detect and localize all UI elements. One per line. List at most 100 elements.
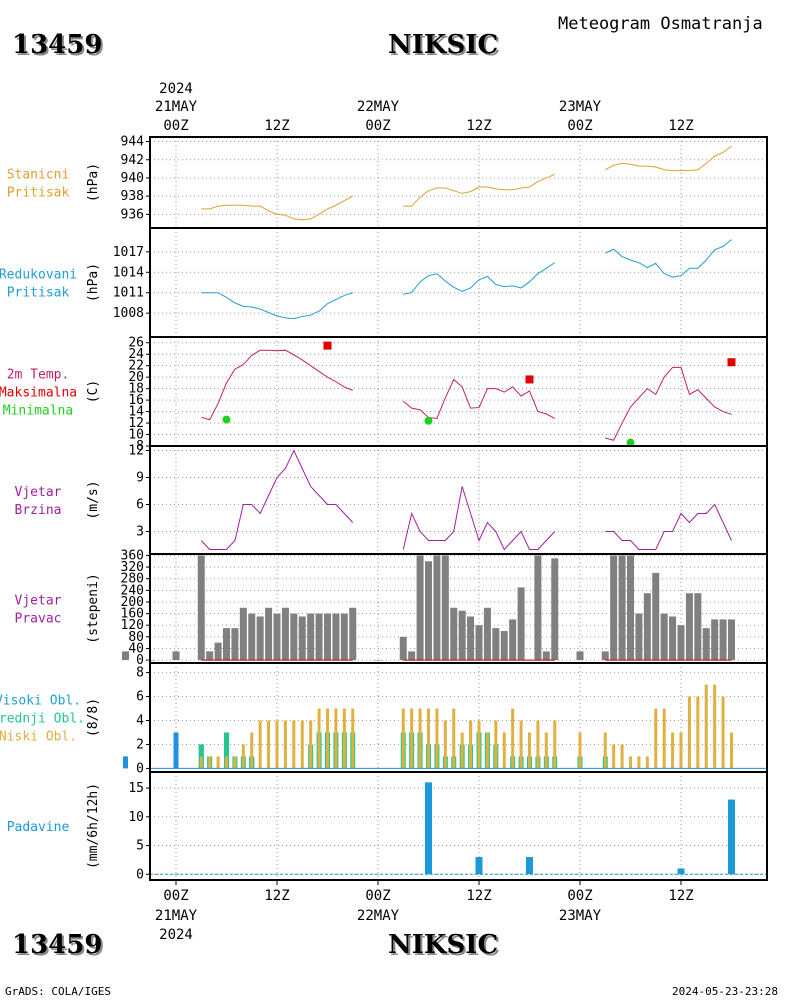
low-cloud-bar — [225, 756, 228, 769]
panel-label: Vjetar — [15, 485, 62, 500]
low-cloud-bar — [199, 756, 203, 769]
series-line — [605, 366, 732, 441]
panel-frame — [149, 336, 768, 447]
low-cloud-bar — [469, 720, 473, 769]
low-cloud-bar — [443, 720, 447, 769]
y-tick-label: 938 — [121, 189, 144, 204]
series-line — [605, 145, 732, 172]
wind-dir-bar — [298, 616, 306, 661]
panel-label: Redukovani — [0, 268, 77, 283]
wind-dir-bar — [281, 607, 289, 661]
low-cloud-bar — [645, 756, 649, 769]
precip-bar — [526, 857, 533, 875]
wind-dir-bar — [307, 613, 315, 661]
low-cloud-bar — [620, 744, 624, 769]
panel-label: Brzina — [15, 503, 62, 518]
mid-cloud-bar — [224, 732, 229, 769]
y-tick-label: 360 — [121, 548, 144, 563]
low-cloud-bar — [401, 708, 405, 769]
y-tick-label: 8 — [136, 666, 144, 681]
footer-credit: GrADS: COLA/IGES — [5, 985, 111, 998]
precip-bar — [677, 868, 685, 875]
wind-dir-bar — [576, 651, 584, 661]
y-tick-label: 14 — [128, 405, 144, 420]
wind-dir-bar — [467, 616, 475, 661]
wind-dir-bar — [349, 607, 357, 661]
low-cloud-bar — [519, 720, 523, 769]
wind-dir-bar — [315, 613, 323, 661]
low-cloud-bar — [208, 756, 212, 769]
wind-dir-bar — [256, 616, 264, 661]
y-tick-label: 936 — [121, 207, 144, 222]
top-hour-label: 00Z — [365, 118, 390, 134]
low-cloud-bar — [292, 720, 296, 769]
panel-unit: (C) — [86, 380, 101, 403]
low-cloud-bar — [578, 732, 582, 769]
wind-dir-bar — [652, 572, 660, 661]
series-line — [605, 503, 732, 550]
low-cloud-bar — [275, 720, 279, 769]
tmin-marker — [626, 438, 635, 447]
tmax-marker — [323, 341, 332, 350]
wind-dir-bar — [340, 613, 348, 661]
panel-label: Visoki Obl. — [0, 694, 81, 709]
low-cloud-bar — [612, 744, 616, 769]
panel-frame — [149, 445, 768, 555]
low-cloud-bar — [687, 696, 691, 769]
wind-dir-bar — [509, 619, 517, 661]
bottom-hour-label: 00Z — [163, 888, 188, 904]
bottom-date-label: 22MAY — [357, 908, 400, 924]
y-tick-label: 10 — [128, 428, 144, 443]
top-hour-label: 12Z — [264, 118, 289, 134]
series-line — [403, 262, 556, 295]
wind-dir-bar — [290, 613, 298, 661]
y-tick-label: 940 — [121, 171, 144, 186]
bottom-hour-label: 00Z — [365, 888, 390, 904]
y-tick-label: 120 — [121, 618, 144, 633]
wind-dir-bar — [643, 593, 651, 661]
y-tick-label: 16 — [128, 393, 144, 408]
wind-dir-bar — [433, 555, 441, 661]
top-hour-label: 12Z — [466, 118, 491, 134]
wind-dir-bar — [416, 555, 424, 661]
series-line — [403, 173, 555, 207]
y-tick-label: 942 — [121, 153, 144, 168]
station-id-bottom: 13459 — [12, 930, 103, 960]
wind-dir-bar — [214, 642, 222, 661]
top-hour-label: 00Z — [163, 118, 188, 134]
y-tick-label: 2 — [136, 737, 144, 752]
wind-dir-bar — [332, 613, 340, 661]
panel-label: Niski Obl. — [0, 730, 77, 745]
wind-dir-bar — [669, 616, 677, 661]
wind-dir-bar — [694, 593, 702, 661]
panel-unit: (stepeni) — [86, 573, 101, 643]
low-cloud-bar — [435, 708, 439, 769]
low-cloud-bar — [544, 732, 548, 769]
y-tick-label: 12 — [128, 444, 144, 459]
low-cloud-bar — [418, 708, 422, 769]
wind-dir-bar — [248, 613, 256, 661]
bottom-hour-label: 00Z — [567, 888, 592, 904]
low-cloud-bar — [662, 708, 666, 769]
y-tick-label: 240 — [121, 583, 144, 598]
wind-dir-bar — [483, 607, 491, 661]
panel-label: Pravac — [15, 612, 62, 627]
low-cloud-bar — [603, 732, 607, 769]
y-tick-label: 4 — [136, 713, 144, 728]
wind-dir-bar — [458, 610, 466, 661]
station-name-bottom: NIKSIC — [388, 930, 499, 960]
wind-dir-bar — [627, 555, 634, 661]
low-cloud-bar — [427, 708, 430, 769]
station-name-top: NIKSIC — [388, 30, 499, 60]
wind-dir-bar — [660, 613, 668, 661]
y-tick-label: 280 — [121, 572, 144, 587]
panel-label: Pritisak — [7, 186, 70, 201]
panel-unit: (hPa) — [86, 163, 101, 202]
wind-dir-bar — [542, 651, 550, 661]
wind-dir-bar — [122, 651, 129, 661]
low-cloud-bar — [233, 756, 237, 769]
low-cloud-bar — [637, 756, 641, 769]
bottom-hour-label: 12Z — [466, 888, 491, 904]
low-cloud-bar — [410, 708, 414, 769]
